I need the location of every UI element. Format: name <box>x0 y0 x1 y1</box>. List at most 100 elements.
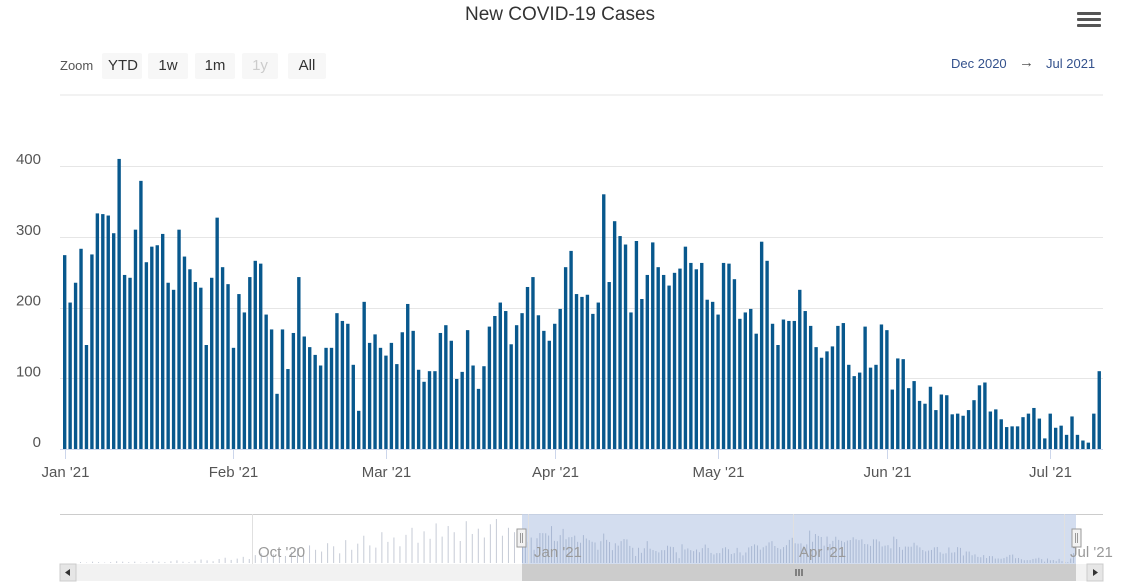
bar[interactable] <box>237 294 241 449</box>
bar[interactable] <box>117 158 121 449</box>
bar[interactable] <box>819 357 824 449</box>
bar[interactable] <box>362 301 366 449</box>
bar[interactable] <box>705 299 709 449</box>
bar[interactable] <box>885 330 889 449</box>
bar[interactable] <box>324 347 328 449</box>
bar[interactable] <box>455 378 459 449</box>
bar[interactable] <box>591 313 595 449</box>
bar[interactable] <box>563 267 568 449</box>
bar[interactable] <box>558 308 562 449</box>
bar[interactable] <box>139 180 143 450</box>
bar[interactable] <box>253 260 257 449</box>
bar[interactable] <box>193 282 198 449</box>
bar[interactable] <box>161 233 165 449</box>
bar[interactable] <box>1086 442 1091 449</box>
bar[interactable] <box>204 345 208 449</box>
bar[interactable] <box>351 364 355 449</box>
bar[interactable] <box>1037 418 1042 449</box>
bar[interactable] <box>716 314 720 449</box>
range-to-date[interactable]: Jul 2021 <box>1046 56 1096 71</box>
bar[interactable] <box>1064 434 1069 449</box>
bar[interactable] <box>438 332 443 449</box>
bar[interactable] <box>487 326 492 449</box>
bar[interactable] <box>1010 426 1014 449</box>
bar[interactable] <box>841 323 846 449</box>
bar[interactable] <box>1004 427 1009 449</box>
bar[interactable] <box>934 410 938 449</box>
bar[interactable] <box>144 262 149 449</box>
bar[interactable] <box>585 294 590 449</box>
bar[interactable] <box>465 330 470 449</box>
bar[interactable] <box>977 385 982 449</box>
bar[interactable] <box>63 255 67 449</box>
hamburger-menu-icon[interactable] <box>1077 10 1101 30</box>
bar[interactable] <box>525 286 530 449</box>
bar[interactable] <box>155 245 159 449</box>
bar[interactable] <box>988 411 993 450</box>
bar[interactable] <box>607 282 611 449</box>
bar[interactable] <box>482 366 486 449</box>
bar[interactable] <box>890 389 895 449</box>
bar[interactable] <box>896 358 900 449</box>
bar[interactable] <box>792 320 797 449</box>
bar[interactable] <box>1053 427 1058 449</box>
bar[interactable] <box>199 287 203 449</box>
bar[interactable] <box>852 376 856 449</box>
bar[interactable] <box>787 320 791 449</box>
bar[interactable] <box>73 282 78 449</box>
bar[interactable] <box>612 221 617 449</box>
bar[interactable] <box>569 250 573 449</box>
bar[interactable] <box>683 246 688 449</box>
bar[interactable] <box>879 324 884 449</box>
bar[interactable] <box>1026 413 1031 450</box>
bar[interactable] <box>656 267 660 449</box>
bar[interactable] <box>923 403 927 449</box>
bar[interactable] <box>171 289 176 449</box>
bar[interactable] <box>95 213 100 449</box>
bar[interactable] <box>645 274 649 449</box>
zoom-all-button[interactable]: All <box>288 53 326 79</box>
bar[interactable] <box>776 345 780 449</box>
bar[interactable] <box>912 381 916 449</box>
bar[interactable] <box>128 277 132 449</box>
bar[interactable] <box>1059 425 1063 449</box>
bar[interactable] <box>721 262 726 449</box>
bar[interactable] <box>1092 413 1096 450</box>
zoom-1w-button[interactable]: 1w <box>148 53 188 79</box>
bar[interactable] <box>302 336 306 449</box>
zoom-1m-button[interactable]: 1m <box>195 53 235 79</box>
bar[interactable] <box>640 299 644 449</box>
bar[interactable] <box>602 194 606 449</box>
bar[interactable] <box>264 314 268 449</box>
bar[interactable] <box>79 248 83 449</box>
bar[interactable] <box>531 277 535 449</box>
bar[interactable] <box>122 274 127 449</box>
bar[interactable] <box>808 325 813 449</box>
bar[interactable] <box>242 312 247 449</box>
bar[interactable] <box>661 274 666 449</box>
bar[interactable] <box>90 254 94 449</box>
bar[interactable] <box>514 325 519 449</box>
bar[interactable] <box>1015 426 1020 449</box>
bar[interactable] <box>1043 438 1047 449</box>
bar[interactable] <box>346 323 350 449</box>
bar[interactable] <box>210 277 214 449</box>
bar[interactable] <box>166 282 170 449</box>
bar[interactable] <box>667 285 671 449</box>
bar[interactable] <box>498 302 502 449</box>
bar[interactable] <box>449 340 453 449</box>
bar[interactable] <box>678 268 682 449</box>
bar[interactable] <box>406 303 410 449</box>
bar[interactable] <box>961 415 965 449</box>
navigator-left-handle[interactable] <box>516 528 527 548</box>
bar[interactable] <box>493 315 497 449</box>
bar[interactable] <box>367 342 372 450</box>
bar[interactable] <box>259 263 263 449</box>
bar[interactable] <box>1021 417 1025 449</box>
bar[interactable] <box>629 312 633 449</box>
bar[interactable] <box>335 313 339 449</box>
navigator-right-handle[interactable] <box>1071 528 1082 548</box>
bar[interactable] <box>101 214 105 449</box>
bar[interactable] <box>1048 413 1052 450</box>
bar[interactable] <box>395 364 399 449</box>
